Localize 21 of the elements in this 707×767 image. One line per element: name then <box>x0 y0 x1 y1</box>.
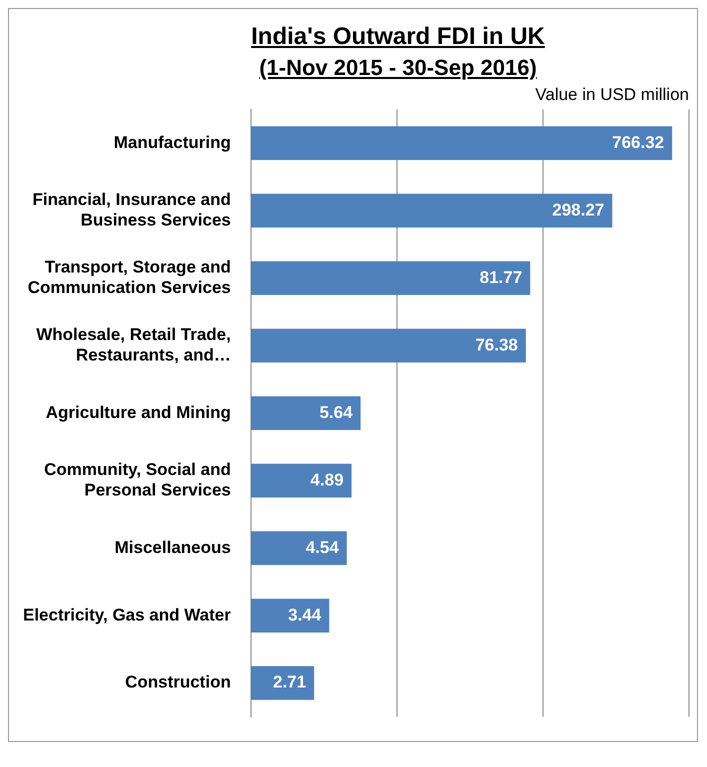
data-label: 2.71 <box>272 672 306 692</box>
data-label: 4.89 <box>310 470 344 490</box>
y-tick-label: Community, Social and Personal Services <box>44 460 231 500</box>
data-label: 766.32 <box>612 132 664 152</box>
x-axis-title: Value in USD million <box>535 84 689 104</box>
y-tick-label: Manufacturing <box>114 132 231 152</box>
y-tick-label: Transport, Storage and Communication Services <box>28 258 231 298</box>
y-tick-label: Miscellaneous <box>114 538 231 557</box>
data-label: 298.27 <box>552 200 604 220</box>
data-label: 5.64 <box>319 402 354 422</box>
y-tick-label: Construction <box>125 672 231 692</box>
y-tick-label: Wholesale, Retail Trade, Restaurants, and… <box>36 325 231 364</box>
y-tick-label: Electricity, Gas and Water <box>22 605 232 624</box>
chart-subtitle: (1-Nov 2015 - 30-Sep 2016) <box>258 55 538 81</box>
y-tick-label: Agriculture and Mining <box>46 402 231 422</box>
data-label: 76.38 <box>475 335 518 354</box>
y-tick-label: Financial, Insurance and Business Services <box>32 190 231 230</box>
data-label: 4.54 <box>306 538 340 557</box>
chart-title: India's Outward FDI in UK <box>250 23 546 51</box>
data-label: 3.44 <box>288 605 322 624</box>
data-label: 81.77 <box>480 268 522 287</box>
